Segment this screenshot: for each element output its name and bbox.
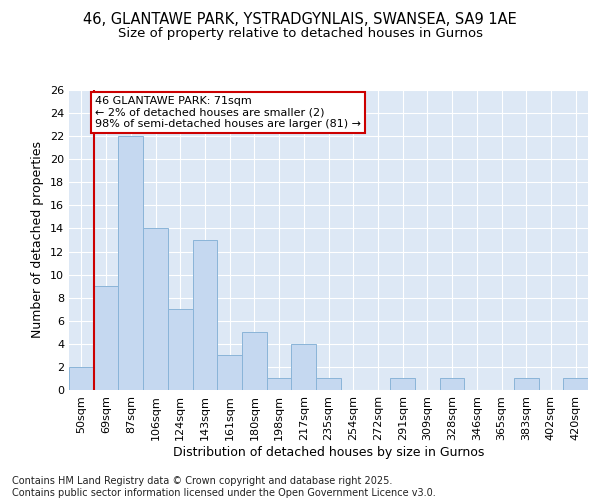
Bar: [267, 378, 292, 390]
Text: 46, GLANTAWE PARK, YSTRADGYNLAIS, SWANSEA, SA9 1AE: 46, GLANTAWE PARK, YSTRADGYNLAIS, SWANSE…: [83, 12, 517, 28]
Bar: [168, 309, 193, 390]
Text: 46 GLANTAWE PARK: 71sqm
← 2% of detached houses are smaller (2)
98% of semi-deta: 46 GLANTAWE PARK: 71sqm ← 2% of detached…: [95, 96, 361, 129]
Bar: [316, 378, 341, 390]
Bar: [118, 136, 143, 390]
Bar: [440, 378, 464, 390]
Text: Contains HM Land Registry data © Crown copyright and database right 2025.
Contai: Contains HM Land Registry data © Crown c…: [12, 476, 436, 498]
Bar: [143, 228, 168, 390]
Bar: [217, 356, 242, 390]
Bar: [69, 367, 94, 390]
Bar: [563, 378, 588, 390]
Bar: [292, 344, 316, 390]
Bar: [242, 332, 267, 390]
Text: Size of property relative to detached houses in Gurnos: Size of property relative to detached ho…: [118, 28, 482, 40]
Y-axis label: Number of detached properties: Number of detached properties: [31, 142, 44, 338]
Bar: [193, 240, 217, 390]
Bar: [390, 378, 415, 390]
X-axis label: Distribution of detached houses by size in Gurnos: Distribution of detached houses by size …: [173, 446, 484, 458]
Bar: [514, 378, 539, 390]
Bar: [94, 286, 118, 390]
